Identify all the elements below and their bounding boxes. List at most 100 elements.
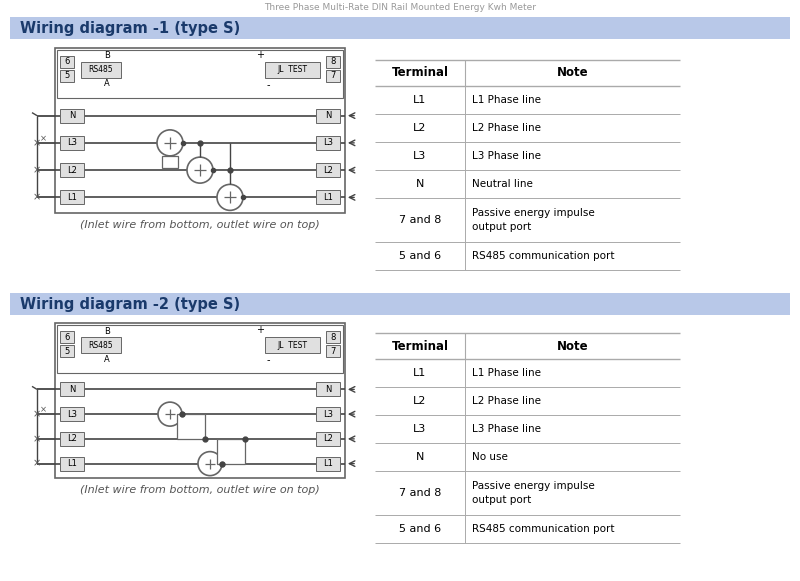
Text: JL  TEST: JL TEST: [277, 66, 307, 74]
Text: B: B: [104, 52, 110, 60]
Bar: [81, 337, 121, 353]
Bar: [55, 48, 345, 213]
Bar: [60, 345, 74, 357]
Text: Passive energy impulse: Passive energy impulse: [472, 481, 594, 491]
Bar: [265, 337, 320, 353]
Text: 7 and 8: 7 and 8: [399, 488, 441, 498]
Bar: [60, 331, 74, 343]
Text: 8: 8: [330, 58, 336, 66]
Bar: [326, 331, 340, 343]
Text: Wiring diagram -2 (type S): Wiring diagram -2 (type S): [20, 296, 240, 311]
Text: ×: ×: [33, 458, 41, 469]
Bar: [10, 293, 790, 315]
Text: ×: ×: [33, 409, 41, 419]
Bar: [162, 156, 178, 168]
Bar: [57, 325, 343, 373]
Bar: [60, 109, 84, 123]
Text: A: A: [104, 80, 110, 88]
Bar: [217, 439, 245, 464]
Text: ×: ×: [33, 434, 41, 444]
Text: L1: L1: [323, 193, 333, 202]
Text: Passive energy impulse: Passive energy impulse: [472, 208, 594, 218]
Bar: [60, 191, 84, 205]
Circle shape: [157, 130, 183, 156]
Text: L1: L1: [67, 459, 77, 468]
Text: N: N: [416, 452, 424, 462]
Text: -: -: [266, 355, 270, 365]
Text: RS485: RS485: [89, 340, 114, 350]
Text: 8: 8: [330, 332, 336, 342]
Text: output port: output port: [472, 495, 531, 505]
Text: L3: L3: [67, 138, 77, 148]
Text: Three Phase Multi-Rate DIN Rail Mounted Energy Kwh Meter: Three Phase Multi-Rate DIN Rail Mounted …: [264, 3, 536, 13]
Text: L1: L1: [67, 193, 77, 202]
Bar: [265, 62, 320, 78]
Bar: [326, 56, 340, 68]
Bar: [60, 432, 84, 446]
Text: L2: L2: [67, 166, 77, 175]
Text: N: N: [69, 385, 75, 394]
Text: L2 Phase line: L2 Phase line: [472, 123, 541, 133]
Bar: [326, 345, 340, 357]
Text: L2: L2: [323, 435, 333, 443]
Text: 5: 5: [64, 346, 70, 356]
Circle shape: [198, 451, 222, 476]
Bar: [60, 407, 84, 421]
Bar: [60, 163, 84, 177]
Bar: [177, 414, 205, 439]
Text: ×: ×: [39, 406, 46, 415]
Text: L3: L3: [323, 410, 333, 419]
Text: 6: 6: [64, 58, 70, 66]
Text: A: A: [104, 354, 110, 364]
Text: ×: ×: [33, 138, 41, 148]
Bar: [60, 382, 84, 396]
Text: L2 Phase line: L2 Phase line: [472, 396, 541, 406]
Text: RS485 communication port: RS485 communication port: [472, 251, 614, 261]
Text: L3: L3: [414, 424, 426, 434]
Text: B: B: [104, 327, 110, 335]
Bar: [60, 457, 84, 471]
Bar: [10, 17, 790, 39]
Text: No use: No use: [472, 452, 508, 462]
Text: output port: output port: [472, 222, 531, 232]
Text: 6: 6: [64, 332, 70, 342]
Text: 5: 5: [64, 71, 70, 81]
Text: L1: L1: [414, 95, 426, 105]
Text: 7: 7: [330, 346, 336, 356]
Text: L2: L2: [414, 396, 426, 406]
Circle shape: [187, 157, 213, 183]
Bar: [57, 50, 343, 98]
Text: Wiring diagram -1 (type S): Wiring diagram -1 (type S): [20, 20, 240, 35]
Text: L2: L2: [67, 435, 77, 443]
Text: 5 and 6: 5 and 6: [399, 524, 441, 534]
Bar: [81, 62, 121, 78]
Text: L1: L1: [323, 459, 333, 468]
Bar: [316, 191, 340, 205]
Text: Note: Note: [557, 339, 588, 353]
Text: Neutral line: Neutral line: [472, 179, 533, 189]
Bar: [316, 136, 340, 150]
Text: L1 Phase line: L1 Phase line: [472, 95, 541, 105]
Text: L2: L2: [323, 166, 333, 175]
Circle shape: [158, 402, 182, 426]
Text: L3 Phase line: L3 Phase line: [472, 424, 541, 434]
Text: L3: L3: [414, 151, 426, 161]
Text: RS485 communication port: RS485 communication port: [472, 524, 614, 534]
Bar: [316, 407, 340, 421]
Text: (Inlet wire from bottom, outlet wire on top): (Inlet wire from bottom, outlet wire on …: [80, 485, 320, 495]
Text: 7: 7: [330, 71, 336, 81]
Text: 5 and 6: 5 and 6: [399, 251, 441, 261]
Text: Terminal: Terminal: [391, 66, 449, 80]
Text: ×: ×: [33, 165, 41, 175]
Text: L3 Phase line: L3 Phase line: [472, 151, 541, 161]
Text: Note: Note: [557, 66, 588, 80]
Text: ×: ×: [33, 192, 41, 202]
Text: N: N: [325, 385, 331, 394]
Bar: [60, 70, 74, 82]
Text: -: -: [266, 80, 270, 90]
Text: N: N: [69, 111, 75, 120]
Text: Terminal: Terminal: [391, 339, 449, 353]
Bar: [316, 382, 340, 396]
Bar: [55, 323, 345, 478]
Bar: [60, 136, 84, 150]
